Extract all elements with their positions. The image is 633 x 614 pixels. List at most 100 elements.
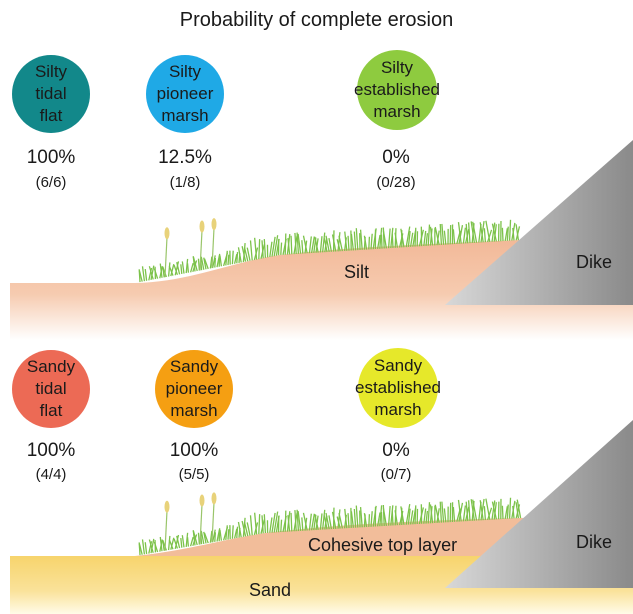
grass-blade — [243, 522, 249, 537]
grass-blade — [515, 502, 520, 519]
grass-blade — [241, 520, 247, 537]
grass-blade — [379, 505, 383, 527]
grass-blade — [168, 539, 174, 550]
grass-blade — [219, 255, 223, 267]
grass-blade — [254, 237, 258, 260]
grass-blade — [409, 232, 414, 247]
grass-blade — [350, 233, 355, 251]
grass-blade — [515, 224, 520, 241]
zone-label-line: tidal — [35, 379, 67, 398]
grass-blade — [180, 538, 183, 548]
grass-blade — [176, 262, 181, 275]
reed-head — [164, 227, 170, 240]
grass-blade — [493, 502, 497, 520]
grass-blade — [200, 530, 205, 544]
cohesive-top-layer-label: Cohesive top layer — [308, 535, 458, 555]
grass-blade — [382, 508, 388, 526]
grass-blade — [181, 261, 185, 274]
grass-blade — [148, 266, 154, 280]
grass-blade — [173, 264, 179, 276]
grass-blade — [150, 265, 155, 281]
grass-blade — [391, 233, 394, 248]
grass-blade — [269, 241, 273, 258]
grass-blade — [485, 498, 491, 520]
grass-blade — [439, 501, 443, 523]
zone-label-line: Sandy — [373, 356, 423, 375]
grass-blade — [347, 513, 350, 529]
reed-stem — [164, 237, 168, 278]
grass-blade — [170, 537, 175, 550]
grass-blade — [297, 511, 302, 531]
grass-blade — [258, 239, 261, 260]
grass-blade — [328, 515, 333, 530]
grass-blade — [219, 529, 223, 541]
grass-blade — [284, 510, 287, 532]
silty-dike — [445, 140, 633, 305]
grass-blade — [479, 500, 484, 521]
grass-blade — [153, 541, 159, 553]
grass-blade — [185, 258, 189, 274]
grass-blade — [310, 513, 315, 531]
grass-blade — [162, 266, 168, 278]
grass-blade — [176, 535, 181, 549]
grass-blade — [203, 532, 209, 544]
grass-blade — [138, 542, 143, 555]
grass-blade — [243, 247, 249, 262]
silty-tidal-flat-percent: 100% — [26, 147, 76, 168]
grass-blade — [328, 237, 333, 252]
grass-blade — [457, 499, 462, 522]
grass-blade — [249, 515, 253, 536]
grass-blade — [246, 522, 251, 536]
grass-blade — [263, 514, 267, 534]
silty-established-marsh-fraction: (0/28) — [376, 174, 416, 191]
zone-label-line: marsh — [170, 401, 218, 420]
grass-blade — [387, 505, 391, 526]
sandy-dike-label: Dike — [576, 532, 613, 552]
grass-blade — [308, 513, 312, 531]
grass-blade — [236, 251, 239, 264]
zone-label-line: flat — [39, 106, 63, 125]
reed-head — [211, 492, 217, 505]
grass-blade — [214, 257, 217, 268]
grass-blade — [297, 233, 302, 254]
grass-blade — [452, 507, 456, 522]
grass-blade — [486, 507, 493, 521]
grass-blade — [216, 253, 221, 268]
zone-label-line: marsh — [374, 400, 422, 419]
grass-blade — [380, 234, 383, 249]
grass-blade — [301, 240, 304, 254]
grass-blade — [501, 505, 504, 520]
grass-blade — [491, 501, 498, 520]
grass-blade — [458, 502, 464, 522]
grass-blade — [280, 242, 283, 255]
grass-blade — [237, 521, 242, 538]
grass-blade — [427, 502, 431, 524]
grass-blade — [148, 267, 153, 281]
grass-blade — [363, 235, 368, 250]
grass-blade — [186, 263, 190, 273]
grass-blade — [144, 268, 148, 281]
grass-blade — [150, 538, 155, 554]
grass-blade — [382, 227, 385, 249]
grass-blade — [242, 242, 246, 263]
grass-blade — [355, 228, 359, 251]
grass-blade — [294, 232, 297, 255]
silty-dike-label: Dike — [576, 252, 613, 272]
grass-blade — [336, 239, 341, 252]
grass-blade — [321, 509, 326, 530]
grass-blade — [355, 505, 359, 528]
grass-blade — [337, 232, 341, 252]
reed-stem — [211, 502, 215, 543]
grass-blade — [390, 505, 394, 526]
reed-head — [211, 218, 217, 231]
grass-blade — [467, 500, 471, 521]
grass-blade — [470, 221, 476, 243]
sandy-established-marsh-percent: 0% — [382, 440, 410, 461]
grass-blade — [368, 236, 371, 250]
grass-blade — [376, 512, 381, 527]
grass-blade — [319, 513, 323, 530]
grass-blade — [138, 269, 143, 282]
grass-blade — [429, 226, 434, 246]
silty-established-marsh-circle: Silty established marsh — [354, 50, 440, 130]
